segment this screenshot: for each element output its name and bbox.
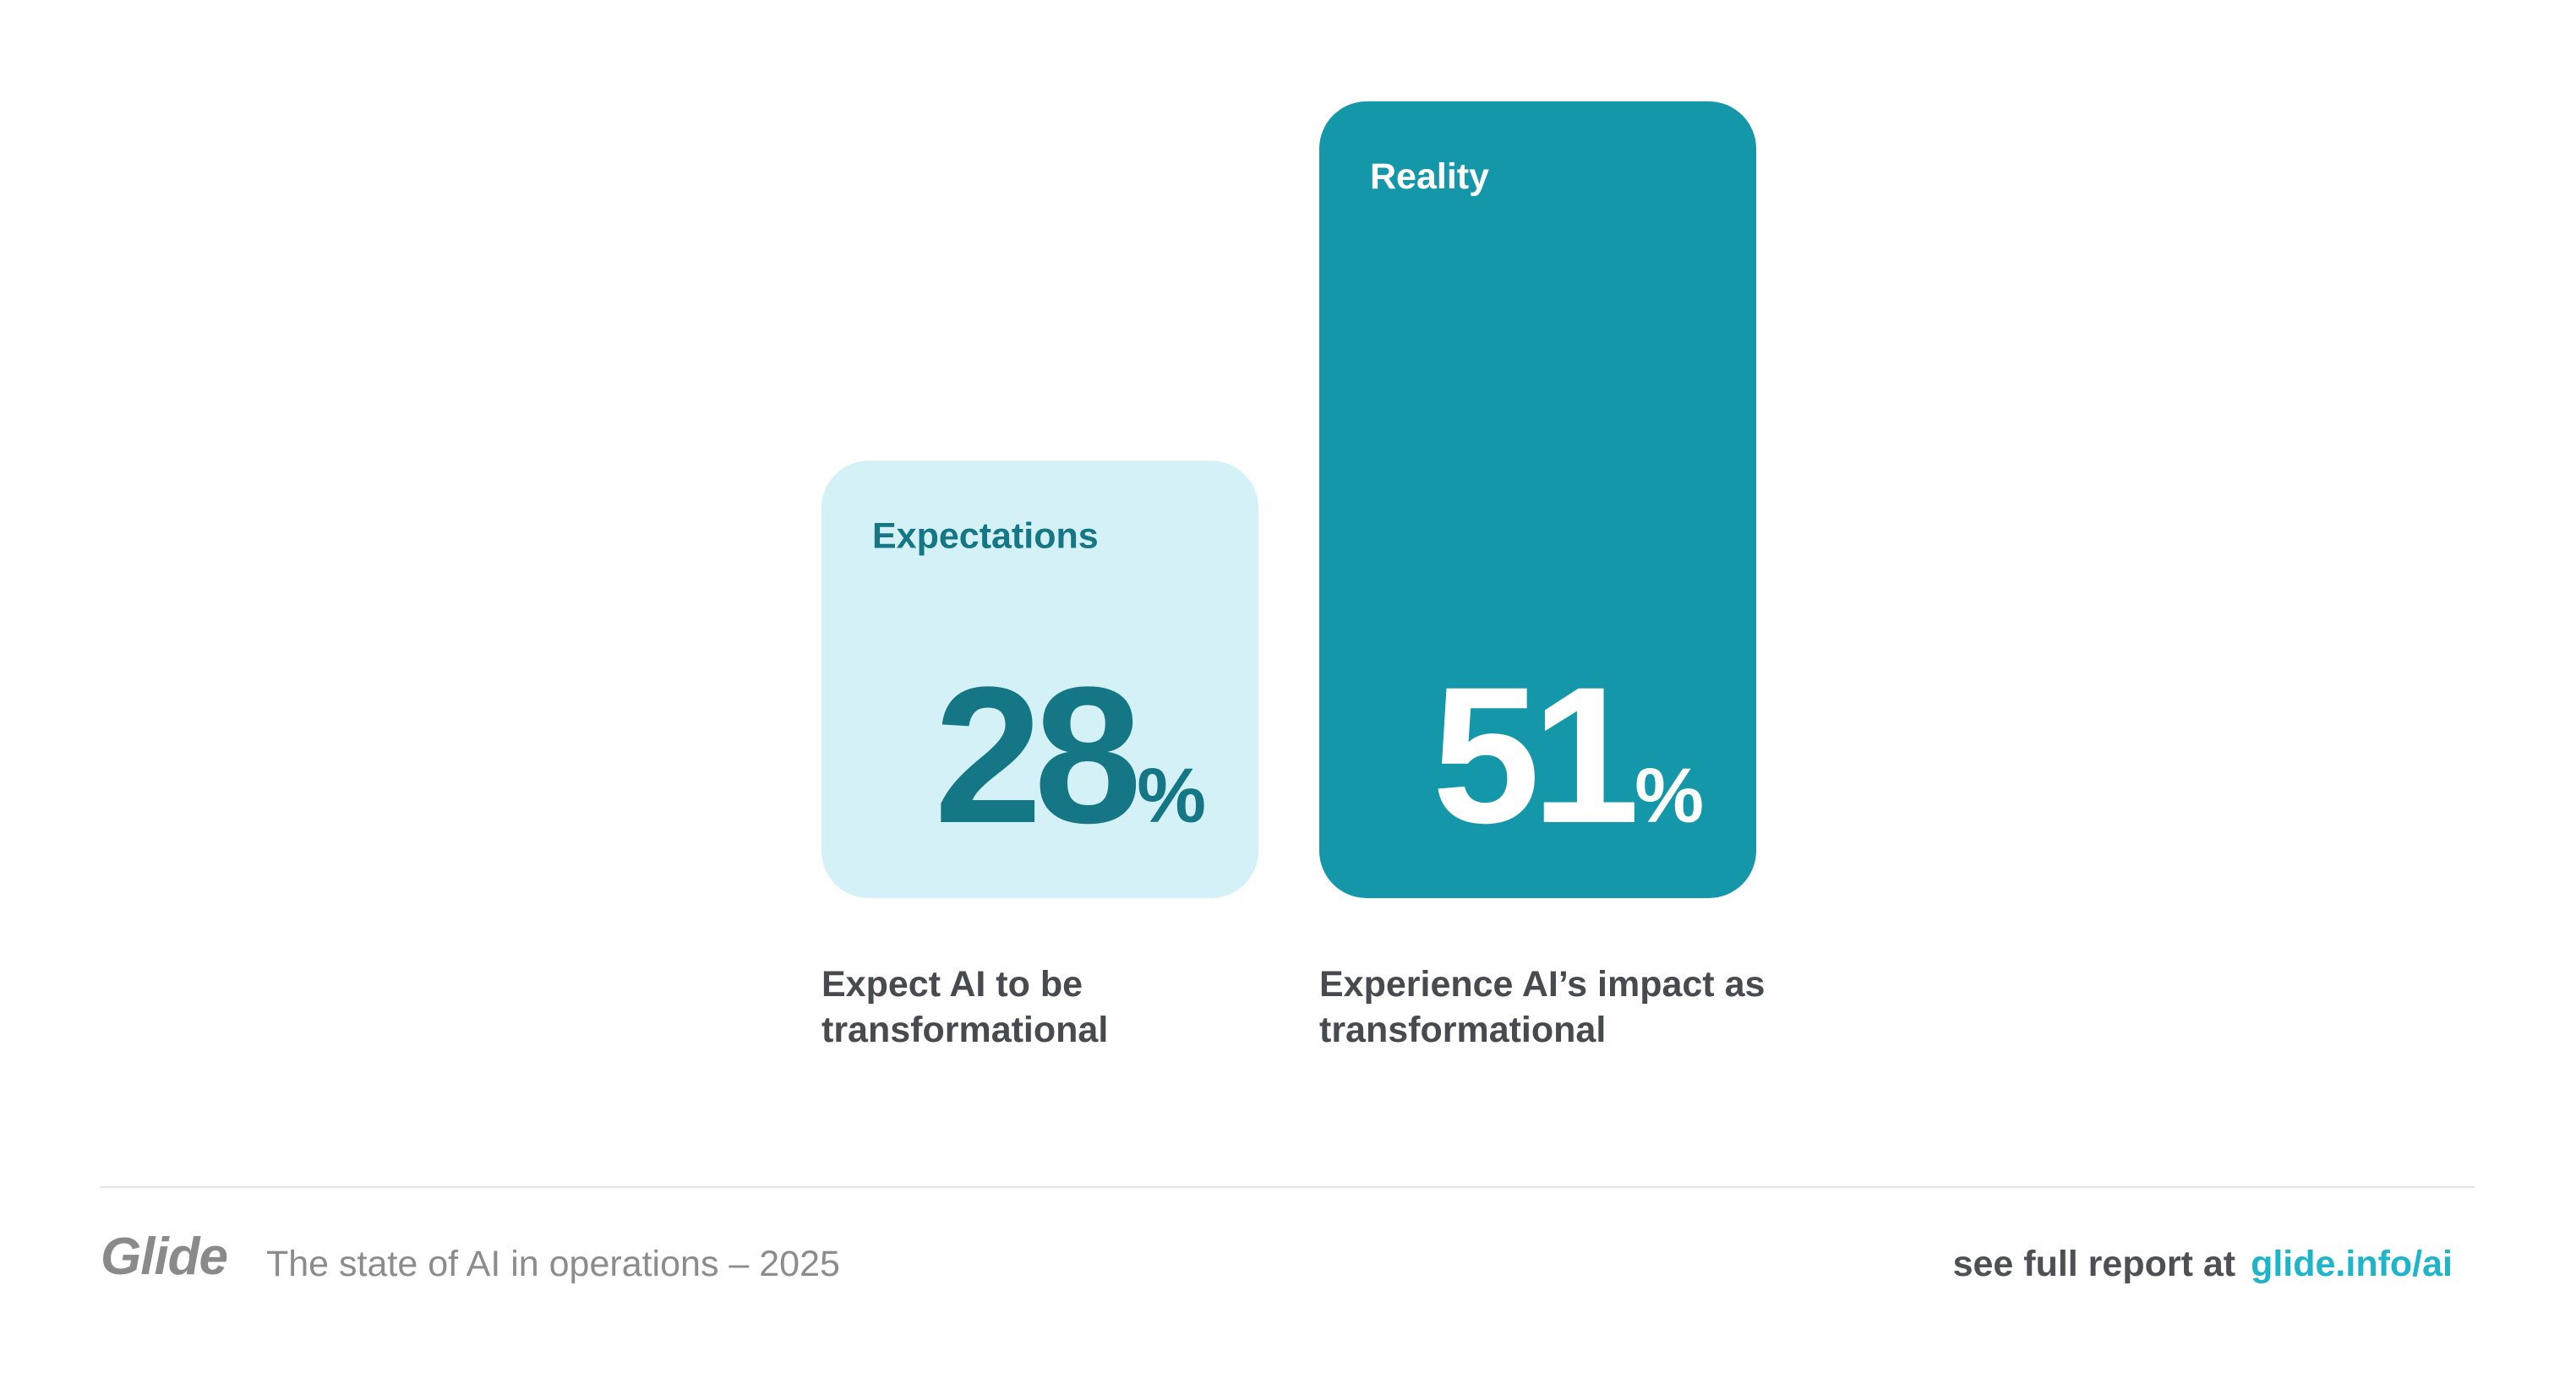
category-label: Reality bbox=[1370, 156, 1489, 197]
value-label: 28% bbox=[934, 646, 1206, 863]
cta: see full report at glide.info/ai bbox=[1953, 1244, 2453, 1285]
bar bbox=[821, 460, 1258, 898]
chart: Expectations 28% Reality 51% bbox=[821, 101, 1756, 898]
footer-rule bbox=[101, 1186, 2475, 1188]
category-label: Expectations bbox=[872, 515, 1099, 556]
subtitle: The state of AI in operations – 2025 bbox=[266, 1244, 840, 1284]
cta-text: see full report at bbox=[1952, 1244, 2236, 1284]
value-label: 51% bbox=[1432, 646, 1704, 863]
bar bbox=[1319, 101, 1756, 898]
brand: Glide bbox=[101, 1228, 228, 1286]
description: Experience AI’s impact as transformation… bbox=[1319, 964, 1766, 1050]
description: Expect AI to be transformational bbox=[821, 964, 1109, 1050]
report-link[interactable]: glide.info/ai bbox=[2251, 1244, 2453, 1284]
